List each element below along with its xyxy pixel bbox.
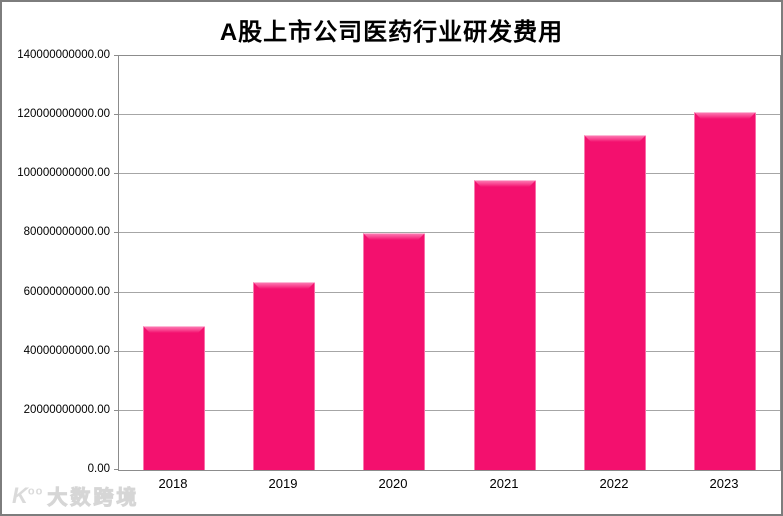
bar-2023 xyxy=(694,112,756,470)
bar-2020 xyxy=(363,233,425,470)
y-axis-tick xyxy=(114,469,119,470)
x-tick-label: 2020 xyxy=(378,476,408,491)
y-tick-label: 100000000000.00 xyxy=(17,167,110,179)
x-tick-label: 2019 xyxy=(268,476,298,491)
x-axis: 2018 2019 2020 2021 2022 2023 xyxy=(118,476,779,496)
y-tick-label: 60000000000.00 xyxy=(23,286,110,298)
y-tick-label: 140000000000.00 xyxy=(17,49,110,61)
gridline xyxy=(119,173,780,174)
bar-2022 xyxy=(584,135,646,470)
bar-2018 xyxy=(143,326,205,470)
y-tick-label: 80000000000.00 xyxy=(23,226,110,238)
y-tick-label: 40000000000.00 xyxy=(23,345,110,357)
bar-2019 xyxy=(253,282,315,470)
watermark: Koo 大数跨境 xyxy=(12,481,139,510)
watermark-logo: Koo xyxy=(12,482,44,508)
x-tick-label: 2023 xyxy=(709,476,739,491)
y-axis-tick xyxy=(114,232,119,233)
watermark-text: 大数跨境 xyxy=(47,487,140,510)
y-axis-tick xyxy=(114,55,119,56)
y-axis-tick xyxy=(114,410,119,411)
y-axis-tick xyxy=(114,351,119,352)
y-axis-tick xyxy=(114,292,119,293)
plot-area xyxy=(118,55,781,471)
gridline xyxy=(119,292,780,293)
x-tick-label: 2021 xyxy=(489,476,519,491)
y-tick-label: 0.00 xyxy=(87,463,110,475)
gridline xyxy=(119,232,780,233)
y-axis-tick xyxy=(114,173,119,174)
y-axis-tick xyxy=(114,114,119,115)
y-tick-label: 120000000000.00 xyxy=(17,108,110,120)
gridline xyxy=(119,351,780,352)
chart-title: A股上市公司医药行业研发费用 xyxy=(219,19,564,46)
gridline xyxy=(119,114,780,115)
y-axis: 140000000000.00 120000000000.00 1000000000… xyxy=(2,49,110,475)
x-tick-label: 2018 xyxy=(158,476,188,491)
y-tick-label: 20000000000.00 xyxy=(23,404,110,416)
bar-2021 xyxy=(474,180,536,470)
gridline xyxy=(119,410,780,411)
x-tick-label: 2022 xyxy=(599,476,629,491)
